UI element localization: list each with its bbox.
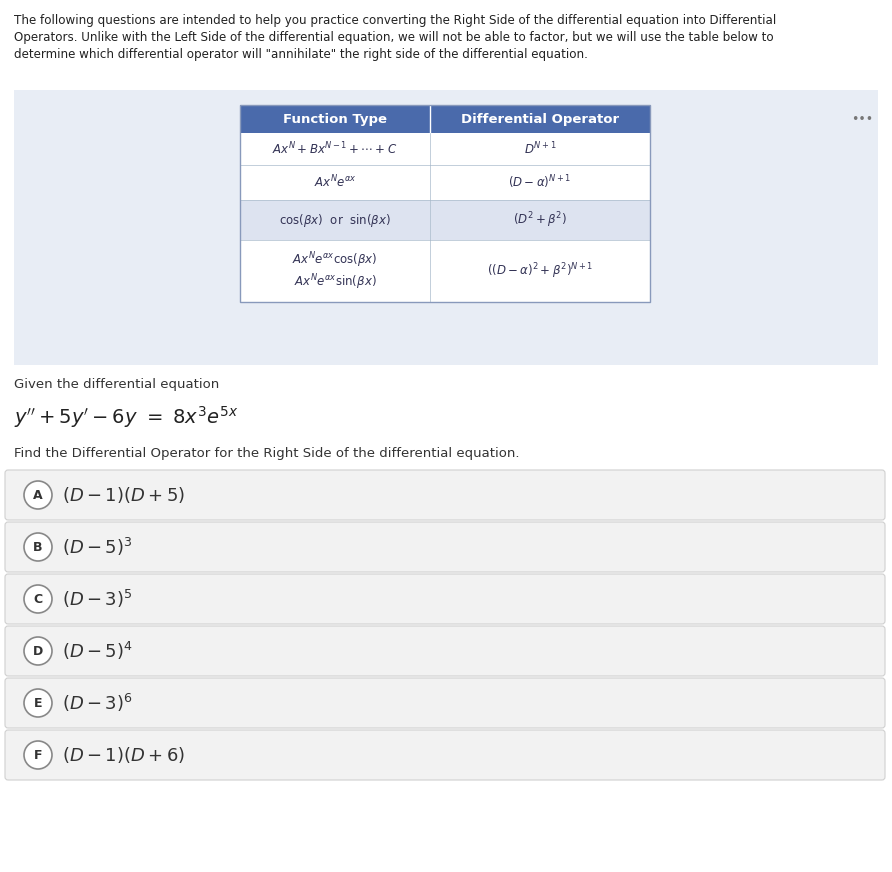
Bar (430, 240, 650, 302)
Text: $(D-1)(D+6)$: $(D-1)(D+6)$ (62, 745, 186, 765)
FancyBboxPatch shape (5, 470, 885, 520)
Text: A: A (33, 488, 43, 501)
Bar (240, 240, 430, 302)
Text: $Ax^N + Bx^{N-1} + \cdots + C$: $Ax^N + Bx^{N-1} + \cdots + C$ (272, 140, 398, 157)
Circle shape (24, 585, 52, 613)
Text: $(D-1)(D+5)$: $(D-1)(D+5)$ (62, 485, 186, 505)
Text: Given the differential equation: Given the differential equation (14, 378, 219, 391)
Circle shape (24, 689, 52, 717)
FancyBboxPatch shape (5, 678, 885, 728)
FancyBboxPatch shape (5, 626, 885, 676)
Text: $(D-5)^4$: $(D-5)^4$ (62, 640, 133, 662)
Text: $Ax^Ne^{\alpha x}\cos(\beta x)$: $Ax^Ne^{\alpha x}\cos(\beta x)$ (293, 250, 378, 269)
Text: $D^{N+1}$: $D^{N+1}$ (524, 140, 557, 157)
Text: The following questions are intended to help you practice converting the Right S: The following questions are intended to … (14, 14, 776, 27)
Bar (14, 90, 878, 365)
Circle shape (24, 741, 52, 769)
Text: F: F (34, 748, 42, 761)
Text: D: D (33, 644, 43, 657)
FancyBboxPatch shape (5, 730, 885, 780)
FancyBboxPatch shape (5, 522, 885, 572)
Text: $Ax^Ne^{\alpha x}\sin(\beta x)$: $Ax^Ne^{\alpha x}\sin(\beta x)$ (293, 272, 376, 292)
Text: Find the Differential Operator for the Right Side of the differential equation.: Find the Differential Operator for the R… (14, 447, 519, 460)
Bar (240, 105, 650, 302)
Bar (240, 165, 430, 200)
Circle shape (24, 637, 52, 665)
Text: Differential Operator: Differential Operator (461, 112, 619, 126)
Text: $(D-\alpha)^{N+1}$: $(D-\alpha)^{N+1}$ (508, 174, 572, 191)
Text: $(D-3)^5$: $(D-3)^5$ (62, 588, 133, 610)
Text: •••: ••• (851, 112, 873, 126)
Text: Operators. Unlike with the Left Side of the differential equation, we will not b: Operators. Unlike with the Left Side of … (14, 31, 773, 44)
Bar (430, 105, 650, 133)
FancyBboxPatch shape (5, 574, 885, 624)
Bar (430, 165, 650, 200)
Bar (240, 133, 430, 165)
Text: $y'' + 5y' - 6y \ = \ 8x^3e^{5x}$: $y'' + 5y' - 6y \ = \ 8x^3e^{5x}$ (14, 404, 238, 430)
Text: $Ax^Ne^{\alpha x}$: $Ax^Ne^{\alpha x}$ (314, 174, 357, 191)
Text: $(D-3)^6$: $(D-3)^6$ (62, 692, 133, 714)
Bar (430, 200, 650, 240)
Circle shape (24, 481, 52, 509)
Text: E: E (34, 697, 42, 710)
Text: Function Type: Function Type (283, 112, 387, 126)
Text: determine which differential operator will "annihilate" the right side of the di: determine which differential operator wi… (14, 48, 588, 61)
Text: $\cos(\beta x)$  or  $\sin(\beta x)$: $\cos(\beta x)$ or $\sin(\beta x)$ (279, 212, 391, 228)
Bar (240, 200, 430, 240)
Text: B: B (33, 541, 43, 554)
Text: $((D-\alpha)^2+\beta^2)^{N+1}$: $((D-\alpha)^2+\beta^2)^{N+1}$ (487, 262, 593, 281)
Text: $(D-5)^3$: $(D-5)^3$ (62, 536, 133, 558)
Bar (430, 133, 650, 165)
Text: $(D^2+\beta^2)$: $(D^2+\beta^2)$ (513, 210, 567, 230)
Bar (240, 105, 430, 133)
Text: C: C (33, 592, 43, 605)
Circle shape (24, 533, 52, 561)
